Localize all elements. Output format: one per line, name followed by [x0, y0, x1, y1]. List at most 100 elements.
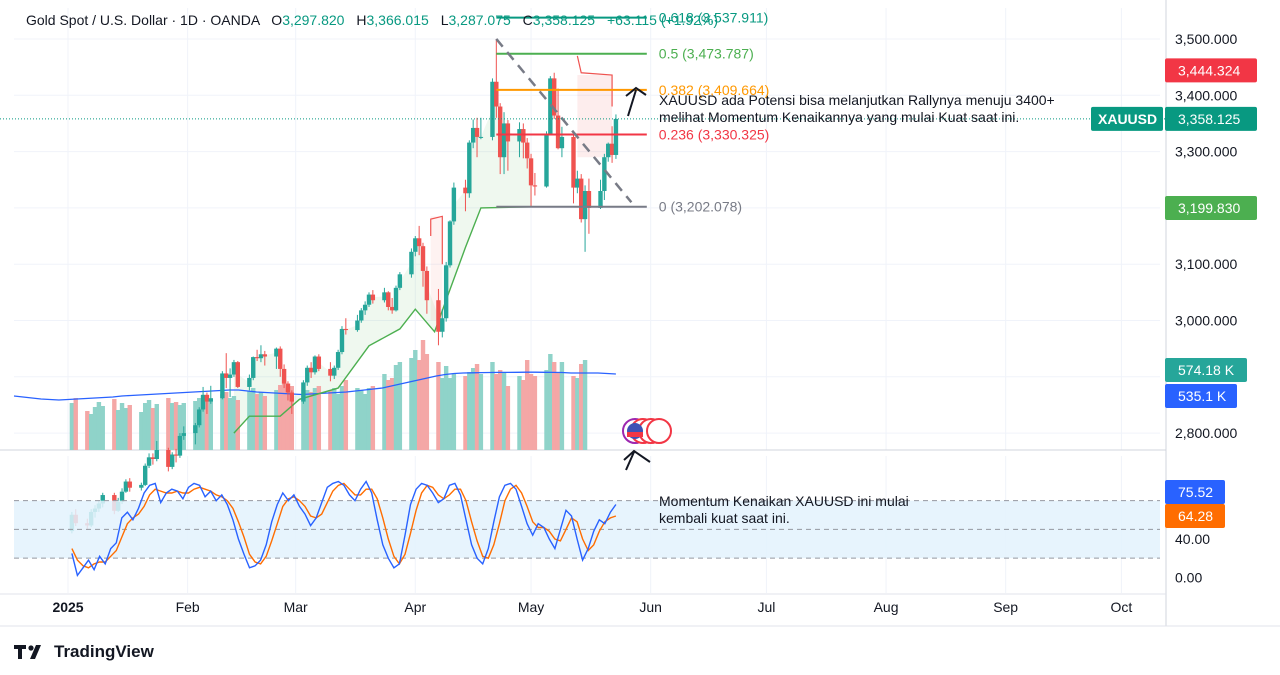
volume-bars [69, 340, 588, 450]
volume-bar [370, 386, 376, 450]
trend-line[interactable] [0, 38, 1166, 204]
volume-bar [559, 362, 565, 450]
candle-body [521, 129, 526, 143]
fib-level-label: 0.5 (3,473.787) [659, 46, 754, 62]
candle-body [281, 368, 287, 384]
price-annotation-line-1: XAUUSD ada Potensi bisa melanjutkan Rall… [659, 92, 1055, 108]
volume-bar [544, 370, 549, 450]
supertrend-lower: 3,199.830 [1165, 195, 1257, 220]
annotations[interactable]: XAUUSD ada Potensi bisa melanjutkan Rall… [622, 86, 1055, 526]
y-tick-label: 3,000.000 [1175, 312, 1237, 328]
candle-body [146, 457, 152, 466]
last-price-text: 3,358.125 [1178, 111, 1240, 127]
fib-level-label: 0.618 (3,537.911) [659, 10, 769, 26]
volume-bar [359, 390, 364, 450]
candle-body [501, 123, 507, 158]
candle-body [289, 392, 295, 402]
volume-last-label-text: 574.18 K [1178, 362, 1235, 378]
candle-body [359, 310, 364, 321]
candle-body [119, 491, 125, 502]
brand-name: TradingView [54, 642, 154, 661]
candle-body [478, 136, 484, 138]
candle-body [100, 495, 105, 504]
candle-body [154, 450, 159, 460]
candle-body [362, 304, 368, 311]
volume-bar [362, 394, 368, 450]
volume-bar [528, 374, 534, 450]
candle-body [200, 394, 206, 410]
candlestick-series[interactable] [69, 38, 619, 534]
stoch-k-label-text: 75.52 [1178, 484, 1213, 500]
volume-bar [85, 411, 90, 450]
volume-bar [521, 380, 526, 450]
candle-body [150, 457, 156, 460]
volume-bar [389, 378, 395, 450]
candle-body [505, 123, 511, 142]
candle-body [397, 274, 403, 288]
volume-last-label-bg [1165, 358, 1247, 382]
volume-bar [231, 396, 237, 450]
volume-bar [328, 390, 333, 450]
candle-body [470, 127, 476, 143]
volume-bar [424, 354, 430, 450]
volume-bar [73, 398, 78, 450]
candle-body [579, 178, 584, 220]
candle-body [598, 190, 603, 208]
candle-body [416, 238, 422, 247]
candle-body [285, 383, 291, 393]
candle-body [262, 354, 268, 357]
stoch-d-label-text: 64.28 [1178, 508, 1213, 524]
stoch-d-label-bg [1165, 504, 1225, 528]
x-tick-label: Oct [1111, 599, 1133, 615]
candle-body [474, 127, 480, 137]
y-tick-label: 3,500.000 [1175, 31, 1237, 47]
volume-bar [316, 386, 322, 450]
volume-bar [200, 396, 206, 450]
volume-bar [96, 402, 102, 450]
volume-ma-label: 535.1 K [1165, 384, 1237, 408]
symbol-tag-text: XAUUSD [1098, 111, 1157, 127]
last-price: 3,358.125 [1165, 106, 1257, 131]
candle-body [139, 484, 144, 488]
volume-bar [524, 360, 530, 450]
chart-title: Gold Spot / U.S. Dollar · 1D · OANDA O3,… [26, 12, 718, 28]
candle-body [528, 158, 534, 186]
x-tick-label: May [518, 599, 544, 615]
volume-bar [119, 403, 125, 450]
candle-body [389, 306, 395, 311]
candle-body [586, 190, 592, 208]
osc-annotation-line-2: kembali kuat saat ini. [659, 510, 790, 526]
tradingview-logo[interactable]: TradingView [14, 640, 154, 664]
candle-body [436, 300, 441, 332]
candle-body [339, 328, 345, 353]
volume-bar [579, 364, 584, 450]
candle-body [613, 118, 619, 155]
volume-bar [278, 385, 283, 450]
volume-bar [548, 354, 553, 450]
volume-bar [150, 408, 156, 450]
fibonacci-retracement[interactable]: 0 (3,202.078) 0.236 (3,330.325) 0.382 (3,4… [496, 10, 769, 215]
volume-bar [505, 386, 511, 450]
candle-body [467, 142, 472, 194]
candle-body [305, 367, 310, 383]
candle-body [571, 136, 576, 188]
volume-bar [332, 388, 337, 450]
volume-bar [69, 403, 75, 450]
fib-level-label: 0.382 (3,409.664) [659, 82, 770, 98]
volume-bar [166, 398, 171, 450]
volume-bar [343, 380, 349, 450]
volume-bar [463, 376, 468, 450]
volume-bar [517, 376, 522, 450]
volume-bar [366, 388, 372, 450]
supertrend-upper-bg [1165, 58, 1257, 83]
candle-body [224, 373, 229, 378]
supertrend-upper: 3,444.324 [1165, 58, 1257, 83]
volume-bar [173, 402, 179, 450]
candle-body [312, 356, 318, 373]
volume-bar [447, 378, 453, 450]
candle-body [409, 251, 414, 275]
candle-body [606, 143, 611, 158]
volume-bar [88, 414, 94, 450]
supertrend-lower-bg [1165, 195, 1257, 220]
